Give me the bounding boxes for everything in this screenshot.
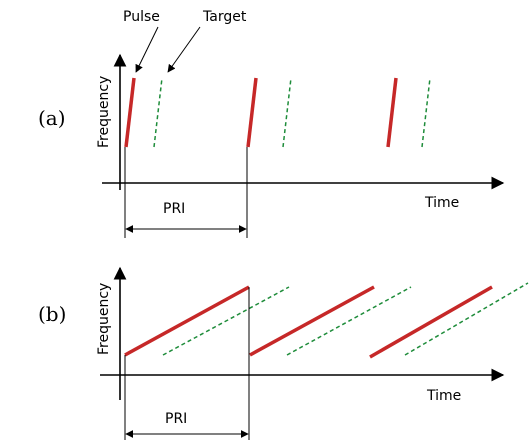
panel-a-x-axis-label: Time [424, 195, 459, 211]
panel-b: (b) Frequency Time PRI [38, 266, 529, 440]
pulse-label: Pulse [123, 9, 160, 25]
panel-a-pulse-1 [124, 77, 136, 148]
panel-a-pri-label: PRI [163, 201, 185, 217]
panel-a-pulse-2 [246, 77, 258, 148]
panel-a: (a) Frequency Time PRI [38, 53, 505, 238]
panel-a-target-3 [421, 77, 431, 148]
panel-b-tag: (b) [38, 302, 66, 326]
panel-a-target-2 [282, 77, 292, 148]
panel-a-pulse-3 [386, 77, 398, 148]
panel-b-pulse-2 [249, 285, 375, 357]
panel-a-target-1 [153, 77, 163, 148]
target-label: Target [202, 9, 247, 25]
panel-b-y-axis-label: Frequency [96, 283, 112, 355]
panel-b-pri-label: PRI [165, 411, 187, 427]
panel-b-pulse-1 [124, 285, 250, 357]
panel-b-x-axis-label: Time [426, 388, 461, 404]
panel-a-tag: (a) [38, 106, 66, 130]
panel-b-pulse-3 [369, 285, 493, 359]
pulse-callout-arrow [135, 26, 159, 73]
panel-a-y-axis-label: Frequency [96, 76, 112, 148]
target-callout-arrow [167, 26, 201, 73]
panel-b-target-2 [286, 286, 412, 356]
panel-b-target-3 [404, 282, 529, 356]
panel-b-target-1 [162, 286, 290, 356]
